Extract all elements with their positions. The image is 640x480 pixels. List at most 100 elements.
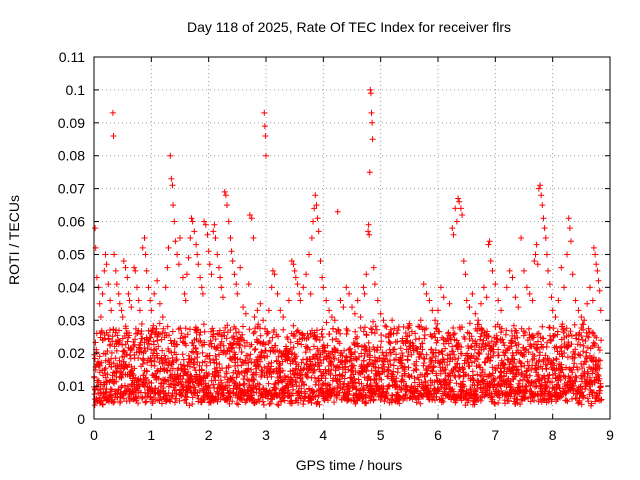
data-point bbox=[303, 271, 310, 278]
data-point bbox=[441, 367, 448, 374]
data-point bbox=[189, 401, 196, 407]
data-point bbox=[248, 215, 255, 222]
data-point bbox=[357, 314, 364, 320]
data-point bbox=[497, 365, 504, 372]
data-point bbox=[480, 284, 487, 291]
data-point bbox=[224, 397, 231, 404]
data-point bbox=[172, 238, 179, 245]
data-point bbox=[456, 198, 463, 205]
data-point bbox=[567, 328, 574, 335]
data-point bbox=[145, 284, 152, 291]
data-point bbox=[231, 355, 238, 362]
data-point bbox=[495, 399, 502, 406]
data-point bbox=[579, 365, 586, 372]
y-tick-label: 0.08 bbox=[58, 148, 85, 164]
data-point bbox=[569, 369, 576, 376]
data-point bbox=[105, 335, 112, 342]
data-point bbox=[138, 328, 145, 335]
data-point bbox=[522, 329, 529, 336]
data-point bbox=[144, 359, 151, 366]
data-point bbox=[268, 359, 275, 366]
data-point bbox=[233, 281, 240, 288]
data-point bbox=[413, 344, 420, 351]
data-point bbox=[337, 330, 344, 337]
data-point bbox=[203, 362, 210, 369]
data-point bbox=[532, 251, 539, 258]
data-point bbox=[460, 258, 467, 264]
data-point bbox=[558, 361, 565, 368]
data-point bbox=[195, 395, 202, 402]
data-point bbox=[526, 372, 533, 379]
data-point bbox=[152, 385, 159, 392]
data-point bbox=[226, 400, 233, 407]
data-point bbox=[479, 366, 486, 373]
data-point bbox=[308, 235, 315, 241]
data-point bbox=[176, 373, 183, 380]
data-point bbox=[182, 325, 189, 332]
data-point bbox=[151, 290, 158, 297]
data-point bbox=[225, 218, 232, 225]
data-point bbox=[489, 370, 496, 377]
data-point bbox=[120, 365, 127, 372]
data-point bbox=[181, 290, 188, 297]
data-point bbox=[271, 327, 278, 333]
data-point bbox=[178, 392, 185, 399]
data-point bbox=[535, 392, 542, 399]
data-point bbox=[193, 327, 200, 334]
data-point bbox=[227, 235, 234, 241]
data-point bbox=[185, 254, 192, 261]
data-point bbox=[396, 400, 403, 407]
data-point bbox=[403, 383, 410, 389]
data-point bbox=[196, 331, 203, 338]
y-axis-label: ROTI / TECUs bbox=[6, 195, 22, 285]
data-point bbox=[182, 297, 189, 304]
data-point bbox=[289, 376, 296, 383]
data-point bbox=[240, 381, 247, 388]
data-point bbox=[475, 350, 482, 357]
data-point bbox=[468, 359, 475, 366]
data-point bbox=[307, 290, 314, 297]
data-point bbox=[489, 267, 496, 274]
data-point bbox=[421, 335, 428, 342]
data-point bbox=[546, 281, 553, 288]
data-point bbox=[498, 369, 505, 376]
data-point bbox=[500, 361, 507, 368]
data-point bbox=[561, 284, 568, 291]
data-point bbox=[458, 344, 465, 350]
data-point bbox=[433, 325, 440, 332]
y-tick-label: 0.02 bbox=[58, 345, 85, 361]
data-point bbox=[512, 294, 519, 301]
data-point bbox=[539, 202, 546, 209]
data-point bbox=[179, 351, 186, 358]
data-point bbox=[194, 359, 201, 365]
data-point bbox=[132, 336, 138, 343]
data-point bbox=[545, 375, 552, 382]
data-point bbox=[233, 374, 240, 381]
data-point bbox=[188, 356, 195, 363]
data-point bbox=[307, 330, 314, 337]
data-point bbox=[102, 351, 109, 358]
data-point bbox=[442, 345, 449, 352]
data-point bbox=[229, 398, 236, 405]
data-point bbox=[588, 400, 595, 407]
data-point bbox=[391, 346, 398, 353]
data-point bbox=[222, 192, 229, 199]
chart-title: Day 118 of 2025, Rate Of TEC Index for r… bbox=[187, 19, 511, 35]
data-point bbox=[212, 353, 219, 359]
data-point bbox=[370, 397, 377, 404]
data-point bbox=[166, 397, 173, 404]
data-point bbox=[267, 400, 274, 407]
data-point bbox=[360, 357, 367, 364]
data-point bbox=[212, 336, 219, 343]
data-point bbox=[456, 374, 463, 380]
data-point bbox=[298, 359, 305, 366]
data-point bbox=[211, 373, 218, 380]
data-point bbox=[460, 378, 467, 385]
data-point bbox=[91, 402, 98, 409]
data-point bbox=[263, 152, 269, 159]
data-point bbox=[369, 119, 376, 126]
data-point bbox=[495, 346, 502, 353]
data-point bbox=[272, 342, 279, 349]
data-point bbox=[591, 340, 598, 347]
data-point bbox=[294, 281, 301, 288]
